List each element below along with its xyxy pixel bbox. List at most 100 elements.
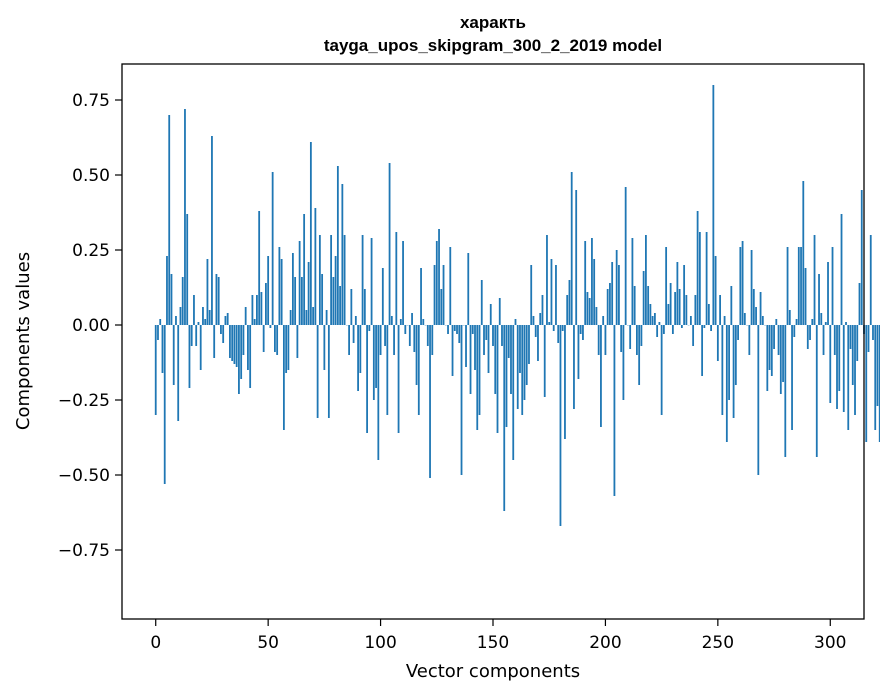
bar-297 <box>822 325 825 355</box>
bar-269 <box>759 292 762 325</box>
bar-233 <box>678 289 681 325</box>
bar-265 <box>750 250 753 325</box>
bar-56 <box>280 259 283 325</box>
bar-231 <box>674 292 677 325</box>
bar-248 <box>712 85 715 325</box>
bar-87 <box>350 289 353 325</box>
bar-219 <box>647 286 650 325</box>
bar-58 <box>285 325 288 373</box>
x-axis: 0 50 100 150 200 250 300 <box>150 619 846 653</box>
bar-157 <box>507 325 510 358</box>
bar-96 <box>370 238 373 325</box>
bar-278 <box>779 325 782 394</box>
bar-167 <box>530 265 533 325</box>
bar-234 <box>680 325 683 328</box>
bar-160 <box>514 319 517 325</box>
bar-70 <box>312 307 315 325</box>
bar-106 <box>393 325 395 355</box>
bar-194 <box>591 238 593 325</box>
bar-118 <box>420 268 422 325</box>
bar-156 <box>505 325 508 427</box>
bar-193 <box>588 298 591 325</box>
bar-178 <box>555 265 557 325</box>
bar-192 <box>586 292 589 325</box>
bar-123 <box>431 325 434 355</box>
bar-187 <box>575 190 578 325</box>
y-tick-label: −0.25 <box>58 391 110 411</box>
bar-321 <box>876 325 879 406</box>
bar-11 <box>179 307 182 325</box>
bar-19 <box>197 322 200 325</box>
bar-109 <box>399 319 402 325</box>
bar-309 <box>849 325 852 349</box>
bar-107 <box>395 232 398 325</box>
bar-69 <box>309 142 312 325</box>
bar-93 <box>363 289 366 325</box>
bar-266 <box>752 289 755 325</box>
bar-199 <box>602 316 605 325</box>
bar-67 <box>305 310 308 325</box>
bar-202 <box>609 283 611 325</box>
bar-113 <box>408 325 411 346</box>
bar-251 <box>719 295 721 325</box>
bar-235 <box>683 265 686 325</box>
bar-108 <box>397 325 400 433</box>
bar-170 <box>537 325 539 361</box>
bar-205 <box>615 250 618 325</box>
bar-141 <box>471 325 474 334</box>
bar-90 <box>357 325 359 391</box>
bar-105 <box>390 316 393 325</box>
bar-151 <box>494 325 497 394</box>
bar-172 <box>541 295 544 325</box>
bar-312 <box>856 325 859 361</box>
bar-111 <box>404 325 407 334</box>
y-tick-label: 0.00 <box>72 316 110 336</box>
bar-86 <box>348 325 350 355</box>
bar-72 <box>316 325 319 418</box>
bar-144 <box>478 325 481 415</box>
bar-133 <box>453 325 456 331</box>
bar-288 <box>802 181 805 325</box>
bar-24 <box>208 310 211 325</box>
bar-46 <box>258 211 261 325</box>
bar-2 <box>159 319 162 325</box>
bar-80 <box>334 256 337 325</box>
bar-274 <box>770 325 773 376</box>
bar-287 <box>800 247 802 325</box>
bar-55 <box>278 247 281 325</box>
bar-20 <box>199 325 202 370</box>
bar-1 <box>157 325 159 340</box>
bar-147 <box>485 325 488 340</box>
bar-220 <box>649 304 652 325</box>
bar-16 <box>190 325 193 346</box>
x-axis-label: Vector components <box>406 661 580 682</box>
bar-117 <box>417 325 420 415</box>
bar-104 <box>388 163 391 325</box>
bar-154 <box>501 325 503 346</box>
bar-273 <box>768 325 771 370</box>
bar-79 <box>332 277 335 325</box>
bar-249 <box>714 256 717 325</box>
bar-27 <box>215 274 218 325</box>
bar-201 <box>606 289 609 325</box>
bar-25 <box>211 136 213 325</box>
x-tick-label: 0 <box>150 633 161 653</box>
bar-252 <box>721 325 724 415</box>
bar-227 <box>665 247 668 325</box>
bar-32 <box>226 313 229 325</box>
bar-319 <box>872 325 874 340</box>
bar-317 <box>867 325 870 352</box>
bar-313 <box>858 283 861 325</box>
bar-124 <box>433 265 436 325</box>
bar-300 <box>829 325 832 403</box>
x-tick-label: 50 <box>257 633 279 653</box>
x-tick-label: 300 <box>814 633 846 653</box>
bar-289 <box>804 268 807 325</box>
bar-174 <box>546 235 548 325</box>
bar-60 <box>289 310 292 325</box>
bar-196 <box>595 307 598 325</box>
bar-8 <box>172 325 175 385</box>
bar-145 <box>480 280 483 325</box>
